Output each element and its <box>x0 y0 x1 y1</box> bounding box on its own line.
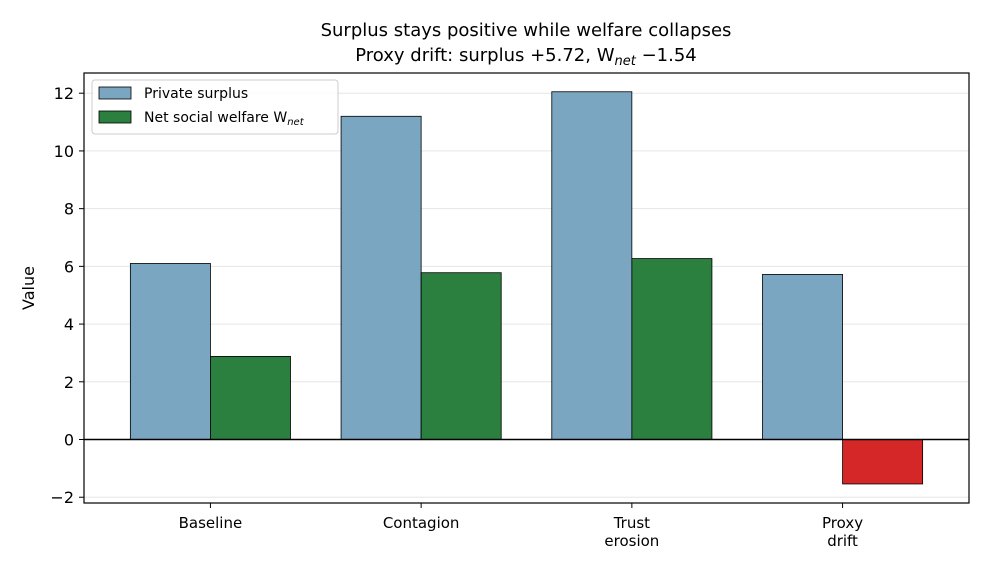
y-axis-label: Value <box>19 266 38 310</box>
y-tick-label: 0 <box>64 431 74 450</box>
x-tick-label: Baseline <box>179 514 243 532</box>
plot-frame <box>83 72 970 504</box>
chart-title: Surplus stays positive while welfare col… <box>321 20 732 41</box>
legend-label-net-social-welfare: Net social welfare Wnet <box>144 110 305 128</box>
y-tick-label: 8 <box>64 200 74 219</box>
y-tick-label: −2 <box>50 488 74 507</box>
legend: Private surplus Net social welfare Wnet <box>91 79 339 135</box>
bar-private-surplus-trust-erosion <box>551 91 633 440</box>
bar-private-surplus-baseline <box>129 263 211 440</box>
x-tick-label: Proxy <box>822 514 863 532</box>
y-tick-label: 12 <box>54 84 74 103</box>
bar-net-social-welfare-w-proxy-drift <box>842 439 924 485</box>
bar-private-surplus-contagion <box>340 115 422 440</box>
bar-net-social-welfare-w-baseline <box>210 355 291 440</box>
y-tick-label: 2 <box>64 373 74 392</box>
x-tick-label: erosion <box>604 532 659 550</box>
legend-label-private-surplus: Private surplus <box>144 86 248 102</box>
y-tick-label: 4 <box>64 315 74 334</box>
bar-net-social-welfare-w-trust-erosion <box>631 258 713 440</box>
x-tick-label: drift <box>827 532 858 550</box>
legend-label-main: Net social welfare W <box>144 110 287 126</box>
legend-swatch-net-social-welfare <box>98 110 132 124</box>
bar-private-surplus-proxy-drift <box>762 274 843 440</box>
legend-box <box>91 79 339 135</box>
bars <box>129 91 924 485</box>
subtitle-tail: −1.54 <box>636 45 697 66</box>
x-tick-label: Trust <box>613 514 650 532</box>
legend-swatch-private-surplus <box>98 86 132 100</box>
chart-subtitle: Proxy drift: surplus +5.72, Wnet −1.54 <box>355 45 696 69</box>
subtitle-main: Proxy drift: surplus +5.72, W <box>355 45 614 66</box>
y-axis: −2 0 2 4 6 8 10 12 <box>50 84 84 507</box>
legend-label-subscript: net <box>287 117 304 128</box>
x-tick-label: Contagion <box>383 514 460 532</box>
y-tick-label: 6 <box>64 257 74 276</box>
subtitle-subscript: net <box>615 54 637 69</box>
bar-net-social-welfare-w-contagion <box>420 272 502 440</box>
y-tick-label: 10 <box>54 142 74 161</box>
